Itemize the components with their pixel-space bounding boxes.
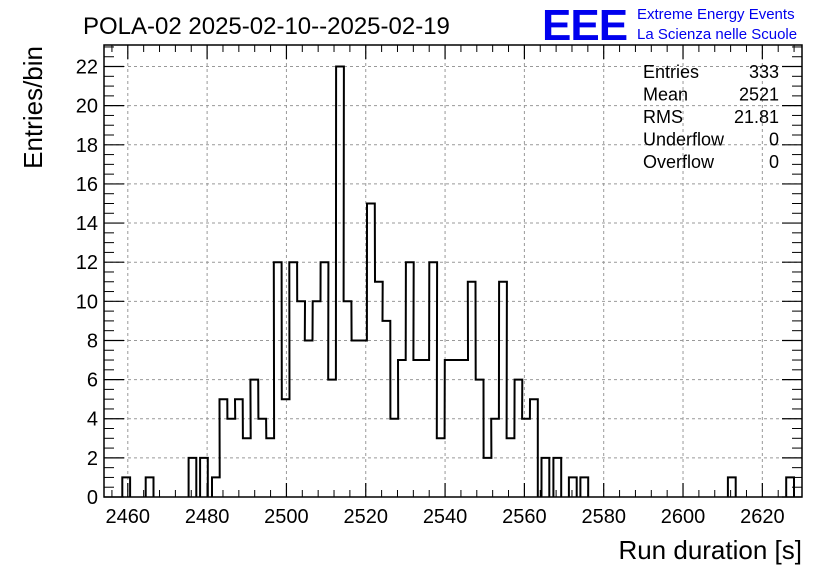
histogram-bin — [382, 321, 390, 497]
y-tick-label: 18 — [76, 135, 98, 157]
histogram-bin — [243, 438, 251, 497]
histogram-bin — [212, 477, 220, 497]
x-tick-label: 2620 — [740, 506, 785, 528]
histogram-bin — [359, 340, 367, 497]
histogram-bin — [553, 458, 561, 497]
histogram-bin — [530, 399, 538, 497]
y-tick-label: 10 — [76, 291, 98, 313]
y-tick-label: 8 — [87, 330, 98, 352]
y-tick-label: 2 — [87, 448, 98, 470]
chart-title: POLA-02 2025-02-10--2025-02-19 — [83, 13, 450, 40]
stat-value: 0 — [769, 130, 779, 150]
histogram-bin — [413, 360, 421, 497]
histogram-bin — [507, 438, 515, 497]
x-tick-label: 2520 — [344, 506, 389, 528]
stat-name: Underflow — [643, 130, 725, 150]
y-tick-label: 22 — [76, 57, 98, 79]
histogram-bin — [515, 380, 523, 497]
histogram-bin — [367, 203, 375, 497]
x-tick-label: 2460 — [106, 506, 151, 528]
stat-value: 333 — [749, 62, 779, 82]
histogram-bin — [522, 419, 530, 497]
histogram-bin — [484, 458, 492, 497]
histogram-bin — [569, 477, 577, 497]
histogram-bin — [258, 419, 266, 497]
x-tick-label: 2480 — [185, 506, 230, 528]
x-tick-label: 2560 — [502, 506, 547, 528]
y-tick-label: 12 — [76, 252, 98, 274]
logo-line-1: Extreme Energy Events — [637, 6, 795, 23]
x-axis-label: Run duration [s] — [618, 535, 802, 565]
logo-line-2: La Scienza nelle Scuole — [637, 26, 797, 43]
histogram-bin — [580, 477, 588, 497]
histogram-bin — [305, 340, 313, 497]
histogram-bin — [352, 340, 360, 497]
histogram-bin — [189, 458, 197, 497]
axis-ticks — [104, 45, 802, 498]
y-tick-label: 20 — [76, 96, 98, 118]
histogram-outline — [121, 65, 795, 497]
histogram-bin — [468, 282, 476, 497]
histogram-bin — [146, 477, 154, 497]
histogram-bin — [406, 262, 414, 497]
histogram-bars — [121, 65, 795, 497]
histogram-bin — [390, 419, 398, 497]
histogram-bin — [266, 438, 274, 497]
stat-name: Overflow — [643, 152, 715, 172]
y-tick-label: 14 — [76, 213, 98, 235]
histogram-bin — [460, 360, 468, 497]
y-tick-label: 4 — [87, 409, 98, 431]
stat-name: Entries — [643, 62, 699, 82]
histogram-bin — [421, 360, 429, 497]
y-tick-label: 16 — [76, 174, 98, 196]
histogram-bin — [542, 458, 550, 497]
histogram-bin — [219, 399, 227, 497]
stat-name: RMS — [643, 107, 683, 127]
histogram-bin — [122, 477, 130, 497]
histogram-bin — [398, 360, 406, 497]
histogram-bin — [282, 399, 290, 497]
x-tick-label: 2540 — [423, 506, 468, 528]
histogram-bin — [452, 360, 460, 497]
histogram-bin — [728, 477, 736, 497]
stat-name: Mean — [643, 85, 688, 105]
y-tick-label: 6 — [87, 370, 98, 392]
histogram-bin — [297, 301, 305, 497]
stat-value: 21.81 — [734, 107, 779, 127]
x-tick-label: 2500 — [264, 506, 309, 528]
plot-frame — [103, 44, 803, 498]
statistics-box: Entries 333 Mean 2521 RMS 21.81 Underflow 0 Over… — [643, 62, 779, 172]
histogram-bin — [476, 380, 484, 497]
histogram-bin — [445, 360, 453, 497]
y-axis-label: Entries/bin — [18, 46, 48, 169]
histogram-bin — [344, 301, 352, 497]
x-tick-label: 2580 — [581, 506, 626, 528]
histogram-bin — [227, 419, 235, 497]
stat-value: 0 — [769, 152, 779, 172]
eee-logo: EEE — [542, 1, 627, 50]
histogram-bin — [499, 282, 507, 497]
histogram-bin — [437, 438, 445, 497]
x-tick-label: 2600 — [661, 506, 706, 528]
histogram-bin — [429, 262, 437, 497]
histogram-bin — [328, 380, 336, 497]
grid-lines — [104, 45, 802, 497]
stat-value: 2521 — [739, 85, 779, 105]
histogram-bin — [313, 301, 321, 497]
y-tick-label: 0 — [87, 487, 98, 509]
tick-labels: 2460 2480 2500 2520 2540 2560 2580 2600 26200246… — [76, 57, 785, 528]
